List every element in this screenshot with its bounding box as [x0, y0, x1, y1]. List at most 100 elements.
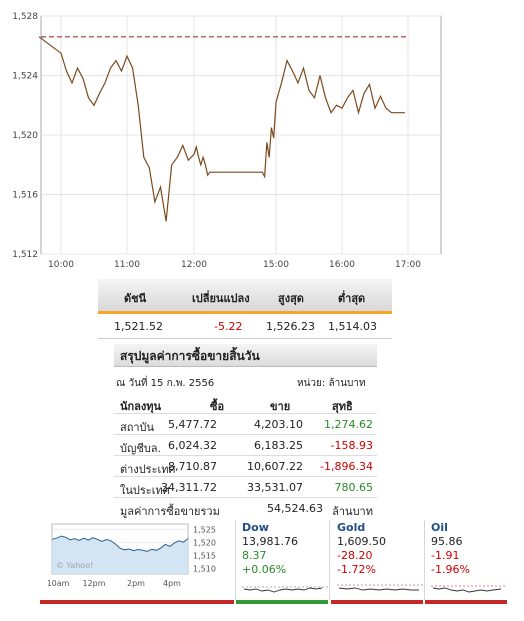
market-percent: +0.06%: [242, 563, 287, 576]
market-change: -1.91: [431, 549, 460, 562]
mini-chart-x-axis: 10am 12pm 2pm 4pm: [48, 579, 181, 588]
table-row: ในประเทศ 34,311.72 33,531.07 780.65: [114, 477, 377, 498]
market-value: 95.86: [431, 535, 463, 548]
col-low: ต่ำสุด: [338, 292, 366, 305]
net-trading-header: สรุปมูลค่าการซื้อขายสิ้นวัน: [114, 344, 377, 367]
market-change: -28.20: [337, 549, 373, 562]
market-value: 13,981.76: [242, 535, 298, 548]
market-gold[interactable]: Gold 1,609.50 -28.20 -1.72%: [337, 521, 423, 601]
index-change: -5.22: [214, 320, 243, 333]
mini-x-tick-label: 2pm: [127, 579, 145, 588]
investor-label: สถาบัน: [120, 421, 155, 434]
x-tick-label: 17:00: [395, 260, 421, 270]
col-sell: ขาย: [270, 400, 291, 413]
net-value: -158.93: [330, 439, 373, 452]
market-percent: -1.96%: [431, 563, 470, 576]
index-value: 1,521.52: [114, 320, 163, 333]
net-value: 1,274.62: [324, 418, 373, 431]
mini-index-chart[interactable]: © Yahoo! 1,525 1,520 1,515 1,510 10am 12pm 2p…: [48, 522, 232, 592]
net-value: 780.65: [334, 481, 374, 494]
net-trading-unit: หน่วย: ล้านบาท: [297, 378, 366, 389]
mini-y-tick-label: 1,525: [193, 525, 216, 534]
x-tick-label: 11:00: [114, 260, 140, 270]
chart-y-axis: 1,512 1,516 1,520 1,524 1,528: [12, 12, 38, 260]
x-tick-label: 12:00: [181, 260, 207, 270]
index-table-header: ดัชนี เปลี่ยนแปลง สูงสุด ต่ำสุด: [98, 279, 392, 314]
divider: [235, 520, 236, 600]
dow-color-bar: [236, 600, 328, 604]
market-name[interactable]: Dow: [242, 521, 269, 534]
sell-value: 4,203.10: [254, 418, 303, 431]
net-trading-header-row: นักลงทุน ซื้อ ขาย สุทธิ: [114, 393, 377, 414]
market-name[interactable]: Gold: [337, 521, 366, 534]
col-index: ดัชนี: [124, 292, 147, 305]
col-net: สุทธิ: [332, 400, 353, 413]
total-unit: ล้านบาท: [332, 505, 373, 518]
mini-x-tick-label: 12pm: [82, 579, 105, 588]
buy-value: 5,477.72: [168, 418, 217, 431]
mini-chart-y-axis: 1,525 1,520 1,515 1,510: [193, 525, 216, 573]
buy-value: 34,311.72: [161, 481, 217, 494]
mini-y-tick-label: 1,515: [193, 552, 216, 561]
market-change: 8.37: [242, 549, 267, 562]
index-table-row: 1,521.52 -5.22 1,526.23 1,514.03: [98, 314, 392, 339]
mini-y-tick-label: 1,510: [193, 565, 216, 574]
y-tick-label: 1,524: [12, 72, 38, 82]
divider: [329, 520, 330, 600]
mini-y-tick-label: 1,520: [193, 538, 216, 547]
mini-x-tick-label: 10am: [48, 579, 70, 588]
total-value: 54,524.63: [267, 502, 323, 515]
total-row: มูลค่าการซื้อขายรวม 54,524.63 ล้านบาท: [114, 498, 377, 518]
sell-value: 10,607.22: [247, 460, 303, 473]
market-name[interactable]: Oil: [431, 521, 448, 534]
x-tick-label: 16:00: [329, 260, 355, 270]
buy-value: 6,024.32: [168, 439, 217, 452]
gold-color-bar: [331, 600, 423, 604]
y-tick-label: 1,528: [12, 12, 38, 22]
oil-color-bar: [425, 600, 507, 604]
table-row: บัญชีบล. 6,024.32 6,183.25 -158.93: [114, 435, 377, 456]
table-row: สถาบัน 5,477.72 4,203.10 1,274.62: [114, 414, 377, 435]
index-price-line: [38, 36, 405, 222]
market-dow[interactable]: Dow 13,981.76 8.37 +0.06%: [242, 521, 328, 601]
net-trading-table: นักลงทุน ซื้อ ขาย สุทธิ สถาบัน 5,477.72 …: [114, 393, 377, 518]
y-tick-label: 1,512: [12, 250, 38, 260]
x-tick-label: 10:00: [48, 260, 74, 270]
market-percent: -1.72%: [337, 563, 376, 576]
index-color-bar: [40, 600, 234, 604]
index-low: 1,514.03: [328, 320, 377, 333]
net-value: -1,896.34: [320, 460, 373, 473]
mini-x-tick-label: 4pm: [163, 579, 181, 588]
mini-chart-area: [52, 536, 188, 574]
investor-label: ต่างประเทศ: [120, 463, 176, 476]
mini-chart-line: [51, 535, 189, 552]
investor-label: ในประเทศ: [120, 484, 170, 497]
col-investor: นักลงทุน: [120, 400, 162, 413]
chart-x-axis: 10:00 11:00 12:00 15:00 16:00 17:00: [48, 260, 421, 270]
col-buy: ซื้อ: [210, 400, 225, 413]
table-row: ต่างประเทศ 8,710.87 10,607.22 -1,896.34: [114, 456, 377, 477]
chart-grid: [41, 15, 441, 255]
col-change: เปลี่ยนแปลง: [192, 292, 250, 305]
x-tick-label: 15:00: [263, 260, 289, 270]
total-label: มูลค่าการซื้อขายรวม: [120, 505, 220, 518]
net-trading-title: สรุปมูลค่าการซื้อขายสิ้นวัน: [120, 349, 260, 363]
market-strip: © Yahoo! 1,525 1,520 1,515 1,510 10am 12pm 2p…: [40, 518, 507, 604]
y-tick-label: 1,520: [12, 131, 38, 141]
col-high: สูงสุด: [278, 292, 304, 305]
investor-label: บัญชีบล.: [120, 442, 162, 455]
sell-value: 6,183.25: [254, 439, 303, 452]
set-index-intraday-chart: 1,512 1,516 1,520 1,524 1,528 10:00 11:00 12:0…: [12, 12, 442, 270]
buy-value: 8,710.87: [168, 460, 217, 473]
market-oil[interactable]: Oil 95.86 -1.91 -1.96%: [431, 521, 507, 601]
y-tick-label: 1,516: [12, 191, 38, 201]
sell-value: 33,531.07: [247, 481, 303, 494]
index-high: 1,526.23: [266, 320, 315, 333]
oil-sparkline: [431, 585, 507, 593]
dow-sparkline: [242, 586, 328, 593]
divider: [424, 520, 425, 600]
market-value: 1,609.50: [337, 535, 386, 548]
mini-chart-watermark: © Yahoo!: [56, 561, 93, 570]
net-trading-date: ณ วันที่ 15 ก.พ. 2556: [116, 378, 215, 389]
gold-sparkline: [337, 584, 423, 591]
